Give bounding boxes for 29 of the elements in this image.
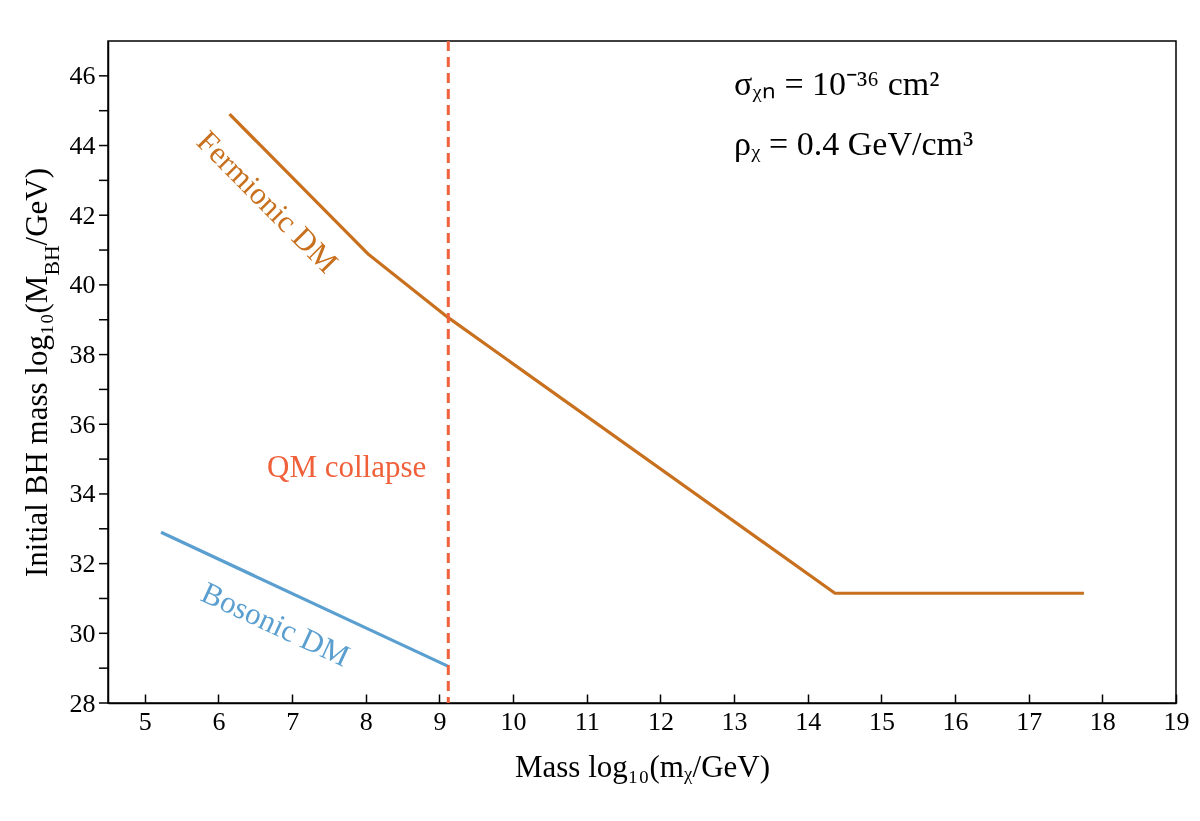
y-tick-label: 42 (69, 200, 96, 230)
y-tick-label: 46 (69, 61, 96, 91)
x-tick-label: 14 (795, 706, 822, 736)
x-tick-label: 11 (574, 706, 600, 736)
x-tick-label: 7 (286, 706, 300, 736)
x-tick-label: 13 (721, 706, 748, 736)
annotation: ρᵪ = 0.4 GeV/cm³ (734, 125, 974, 162)
y-tick-label: 28 (69, 688, 96, 718)
annotation: σᵪₙ = 10⁻³⁶ cm² (734, 65, 940, 102)
y-tick-label: 30 (69, 618, 96, 648)
x-axis-title: Mass log₁₀(mᵪ/GeV) (514, 748, 771, 784)
x-tick-label: 16 (942, 706, 969, 736)
x-tick-label: 19 (1163, 706, 1190, 736)
y-tick-label: 36 (69, 409, 96, 439)
x-tick-label: 15 (868, 706, 895, 736)
y-tick-label: 40 (69, 270, 96, 300)
x-tick-label: 6 (212, 706, 226, 736)
x-tick-label: 8 (359, 706, 373, 736)
x-tick-label: 9 (433, 706, 447, 736)
y-tick-label: 44 (69, 131, 96, 161)
x-tick-label: 5 (138, 706, 152, 736)
x-tick-label: 17 (1016, 706, 1043, 736)
y-tick-label: 32 (69, 549, 96, 579)
x-tick-label: 18 (1089, 706, 1116, 736)
ref-line-label: QM collapse (267, 448, 427, 484)
x-tick-label: 12 (647, 706, 674, 736)
x-tick-label: 10 (500, 706, 527, 736)
y-tick-label: 38 (69, 340, 96, 370)
y-tick-label: 34 (69, 479, 96, 509)
